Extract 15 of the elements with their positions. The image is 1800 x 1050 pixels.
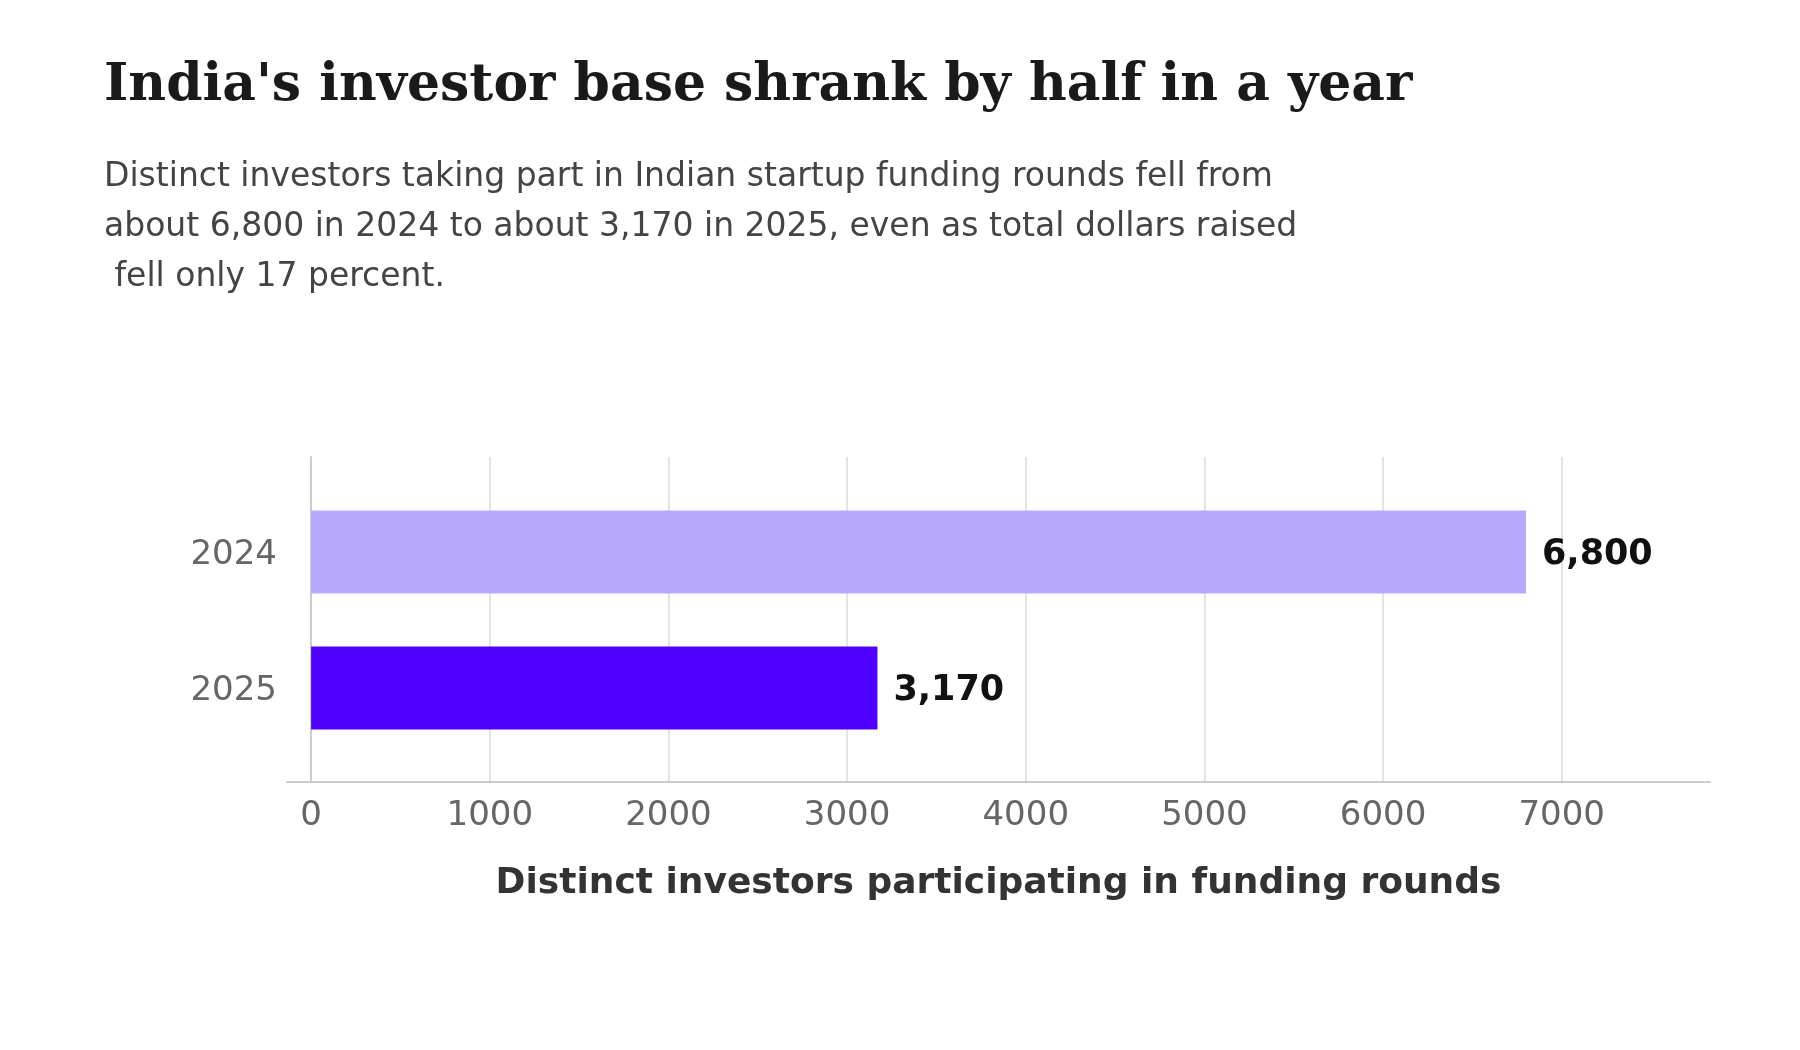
x-tick-label: 0 <box>300 793 322 833</box>
chart-title: India's investor base shrank by half in a year <box>104 50 1414 112</box>
x-tick-label: 2000 <box>625 793 712 833</box>
x-axis-title: Distinct investors participating in funding rounds <box>495 859 1502 901</box>
x-tick-label: 3000 <box>803 793 891 833</box>
x-tick-label: 5000 <box>1161 793 1248 833</box>
x-tick-label: 4000 <box>982 793 1070 833</box>
chart-subtitle: Distinct investors taking part in Indian startup funding rounds fell from about 6,800 in 2024 to about 3,170 in 2025, even as total dollars raised fell only 17 percent. <box>104 154 1298 294</box>
x-tick-label: 1000 <box>446 793 534 833</box>
x-tick-label: 6000 <box>1339 793 1427 833</box>
data-label: 6,800 <box>1541 532 1653 572</box>
y-tick-label: 2025 <box>190 668 277 708</box>
x-tick-label: 7000 <box>1518 793 1605 833</box>
data-label: 3,170 <box>893 668 1005 708</box>
y-tick-label: 2024 <box>190 532 277 572</box>
